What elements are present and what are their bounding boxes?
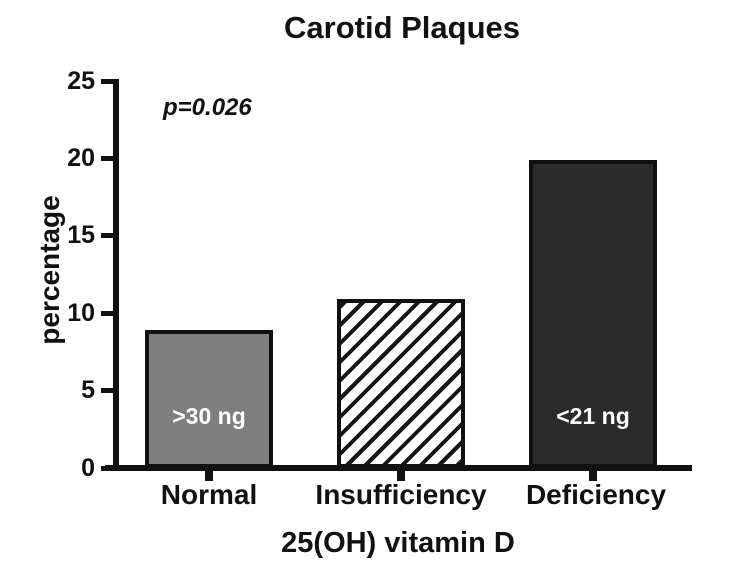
y-axis-tick-label: 25 bbox=[67, 66, 95, 95]
bar-normal: >30 ng bbox=[145, 330, 273, 468]
plot-area: 0 5 10 15 20 25 >30 ng <21 ng bbox=[67, 68, 692, 481]
y-axis-tick bbox=[101, 78, 113, 84]
y-axis-tick bbox=[101, 310, 113, 316]
bar-insufficiency bbox=[337, 299, 465, 468]
bar-normal-range-label: >30 ng bbox=[172, 403, 246, 429]
y-axis-tick bbox=[101, 233, 113, 239]
x-axis-tick-normal bbox=[205, 471, 213, 481]
bar-deficiency: <21 ng bbox=[529, 159, 657, 468]
x-axis-line bbox=[105, 465, 692, 471]
y-axis-tick bbox=[101, 388, 113, 394]
y-axis-tick bbox=[101, 465, 113, 471]
y-axis-tick-label: 5 bbox=[81, 376, 95, 405]
y-axis-line bbox=[113, 79, 119, 471]
y-axis-tick-label: 15 bbox=[67, 221, 95, 250]
y-axis-tick-label: 20 bbox=[67, 143, 95, 172]
x-axis-title: 25(OH) vitamin D bbox=[281, 527, 515, 559]
x-category-label-deficiency: Deficiency bbox=[525, 479, 667, 510]
x-axis-tick-deficiency bbox=[589, 471, 597, 481]
x-category-label-insufficiency: Insufficiency bbox=[315, 479, 487, 510]
y-axis-tick-label: 0 bbox=[81, 453, 95, 482]
y-axis-tick-label: 10 bbox=[67, 298, 95, 327]
p-value-annotation: p=0.026 bbox=[163, 94, 252, 121]
x-axis-tick-insufficiency bbox=[397, 471, 405, 481]
chart-title: Carotid Plaques bbox=[284, 10, 520, 45]
bar-deficiency-range-label: <21 ng bbox=[556, 403, 630, 429]
y-axis-tick bbox=[101, 155, 113, 161]
x-category-label-normal: Normal bbox=[160, 479, 258, 510]
